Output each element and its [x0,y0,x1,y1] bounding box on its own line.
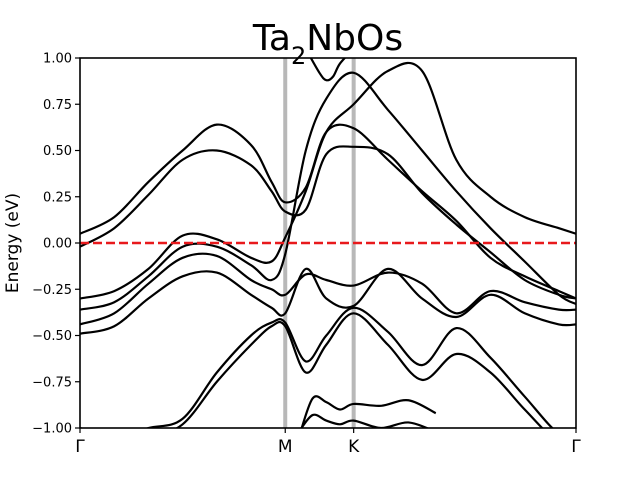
y-tick-label: −1.00 [32,422,72,437]
y-tick-label: −0.25 [32,283,72,298]
band-line-6 [80,267,576,335]
y-tick-label: −0.75 [32,375,72,390]
band-line-11 [309,58,347,82]
band-line-9 [300,395,437,428]
x-tick-label: Γ [75,437,85,457]
band-line-8 [175,312,544,428]
x-tick-label: M [278,437,293,457]
band-line-7 [80,306,576,428]
y-tick-label: 0.00 [43,237,72,252]
band-line-10 [300,413,430,428]
band-line-4 [80,71,576,311]
y-tick-label: 0.50 [43,144,72,159]
y-tick-label: 0.75 [43,98,72,113]
y-tick-label: 1.00 [43,52,72,67]
x-tick-label: K [348,437,360,457]
y-tick-label: −0.50 [32,329,72,344]
band-line-5 [80,252,576,326]
band-lines [80,58,576,428]
y-axis-label: Energy (eV) [3,193,23,293]
y-tick-label: 0.25 [43,190,72,205]
chart-title: Ta2NbOs [252,18,403,70]
y-axis-ticks: 1.00 0.75 0.50 0.25 0.00 −0.25 −0.50 −0.75 −1.00 [32,52,80,437]
band-line-3 [80,61,576,300]
plot-area [79,57,577,429]
x-tick-label: Γ [571,437,581,457]
band-line-2 [80,145,576,300]
